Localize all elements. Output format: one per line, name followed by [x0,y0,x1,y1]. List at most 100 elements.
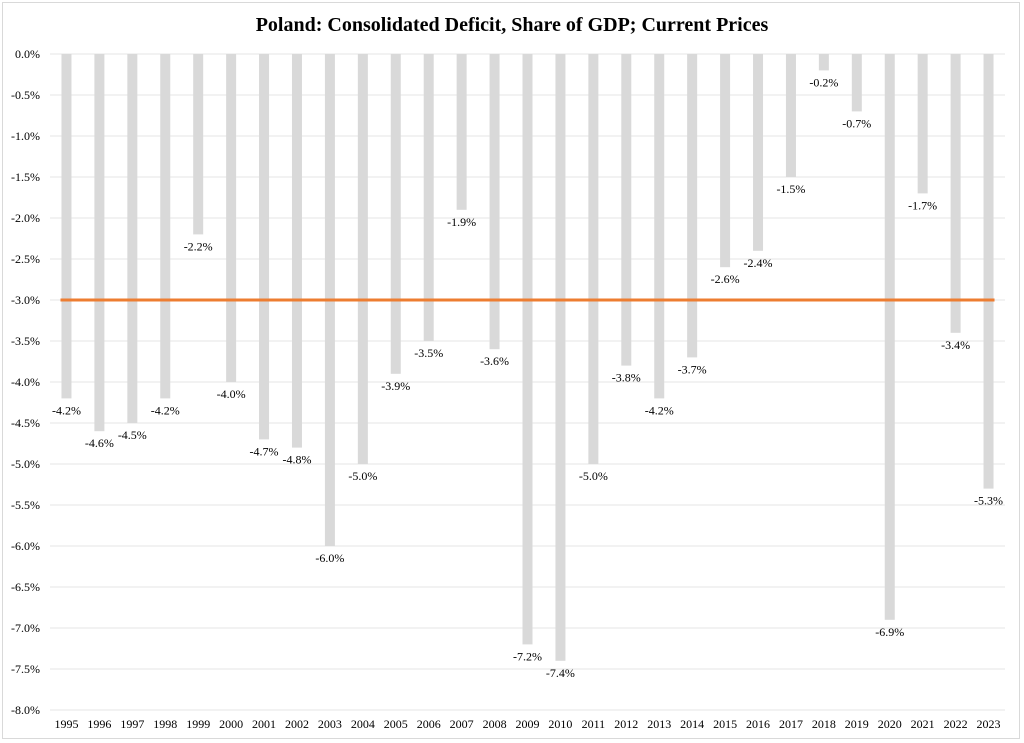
x-tick-label: 2015 [713,717,737,731]
data-label: -7.2% [513,649,542,663]
x-tick-label: 2003 [318,717,342,731]
data-label: -7.4% [546,666,575,680]
x-tick-label: 2006 [417,717,441,731]
bar [555,54,566,661]
data-label: -3.4% [941,338,970,352]
data-label: -4.5% [118,428,147,442]
x-tick-label: 2014 [680,717,704,731]
bar [950,54,961,333]
x-tick-label: 2019 [845,717,869,731]
bar [226,54,237,382]
bar [851,54,862,112]
x-tick-label: 1999 [186,717,210,731]
bar [127,54,138,423]
data-label: -6.9% [875,625,904,639]
data-label: -2.6% [711,272,740,286]
x-tick-label: 2010 [548,717,572,731]
data-label: -3.7% [678,362,707,376]
data-label: -5.0% [579,469,608,483]
bar [423,54,434,341]
data-label: -4.2% [151,403,180,417]
bar [720,54,731,268]
bar [522,54,533,645]
y-tick-label: -2.5% [11,252,40,266]
bar [687,54,698,358]
data-label: -4.6% [85,436,114,450]
chart-title: Poland: Consolidated Deficit, Share of G… [255,14,769,36]
y-tick-label: -7.0% [11,621,40,635]
x-tick-label: 2008 [483,717,507,731]
x-tick-label: 2011 [582,717,606,731]
data-label: -1.5% [776,182,805,196]
bar [884,54,895,620]
data-label: -4.2% [52,403,81,417]
x-tick-label: 2022 [944,717,968,731]
bar [61,54,72,399]
bar [753,54,764,251]
x-tick-label: 1998 [153,717,177,731]
x-tick-label: 2013 [647,717,671,731]
bar [94,54,105,432]
bar [654,54,665,399]
y-tick-label: 0.0% [15,47,40,61]
x-tick-label: 2000 [219,717,243,731]
x-tick-label: 2020 [878,717,902,731]
x-tick-label: 2004 [351,717,375,731]
data-label: -6.0% [315,551,344,565]
bar [456,54,467,210]
data-label: -1.9% [447,215,476,229]
data-label: -1.7% [908,198,937,212]
x-tick-label: 2001 [252,717,276,731]
x-tick-label: 2002 [285,717,309,731]
bar [588,54,599,464]
bar [291,54,302,448]
data-label: -4.8% [282,453,311,467]
y-tick-label: -1.0% [11,129,40,143]
x-tick-label: 2017 [779,717,803,731]
x-tick-label: 2005 [384,717,408,731]
data-label: -5.0% [348,469,377,483]
x-tick-label: 2018 [812,717,836,731]
bar [818,54,829,71]
data-label: -2.2% [184,239,213,253]
data-label: -4.7% [250,444,279,458]
bar [489,54,500,350]
y-tick-label: -3.0% [11,293,40,307]
y-tick-label: -3.5% [11,334,40,348]
bar [621,54,632,366]
bar [917,54,928,194]
x-tick-label: 2016 [746,717,770,731]
y-tick-label: -6.5% [11,580,40,594]
y-tick-label: -1.5% [11,170,40,184]
bar [259,54,270,440]
y-tick-label: -6.0% [11,539,40,553]
x-tick-label: 2023 [977,717,1001,731]
x-tick-label: 2021 [911,717,935,731]
bar [983,54,994,489]
x-tick-label: 2007 [450,717,474,731]
x-tick-label: 2009 [516,717,540,731]
data-label: -4.2% [645,403,674,417]
bar [160,54,171,399]
x-tick-label: 1997 [120,717,144,731]
y-tick-label: -7.5% [11,662,40,676]
x-tick-label: 2012 [614,717,638,731]
data-label: -4.0% [217,387,246,401]
y-tick-label: -5.5% [11,498,40,512]
y-tick-label: -2.0% [11,211,40,225]
data-label: -5.3% [974,494,1003,508]
data-label: -3.5% [414,346,443,360]
y-tick-label: -8.0% [11,703,40,717]
y-tick-label: -4.0% [11,375,40,389]
bar [785,54,796,177]
y-tick-label: -0.5% [11,88,40,102]
bar [390,54,401,374]
data-label: -3.8% [612,371,641,385]
bar [357,54,368,464]
y-tick-label: -5.0% [11,457,40,471]
data-label: -3.9% [381,379,410,393]
data-label: -0.2% [809,75,838,89]
bar [193,54,204,235]
